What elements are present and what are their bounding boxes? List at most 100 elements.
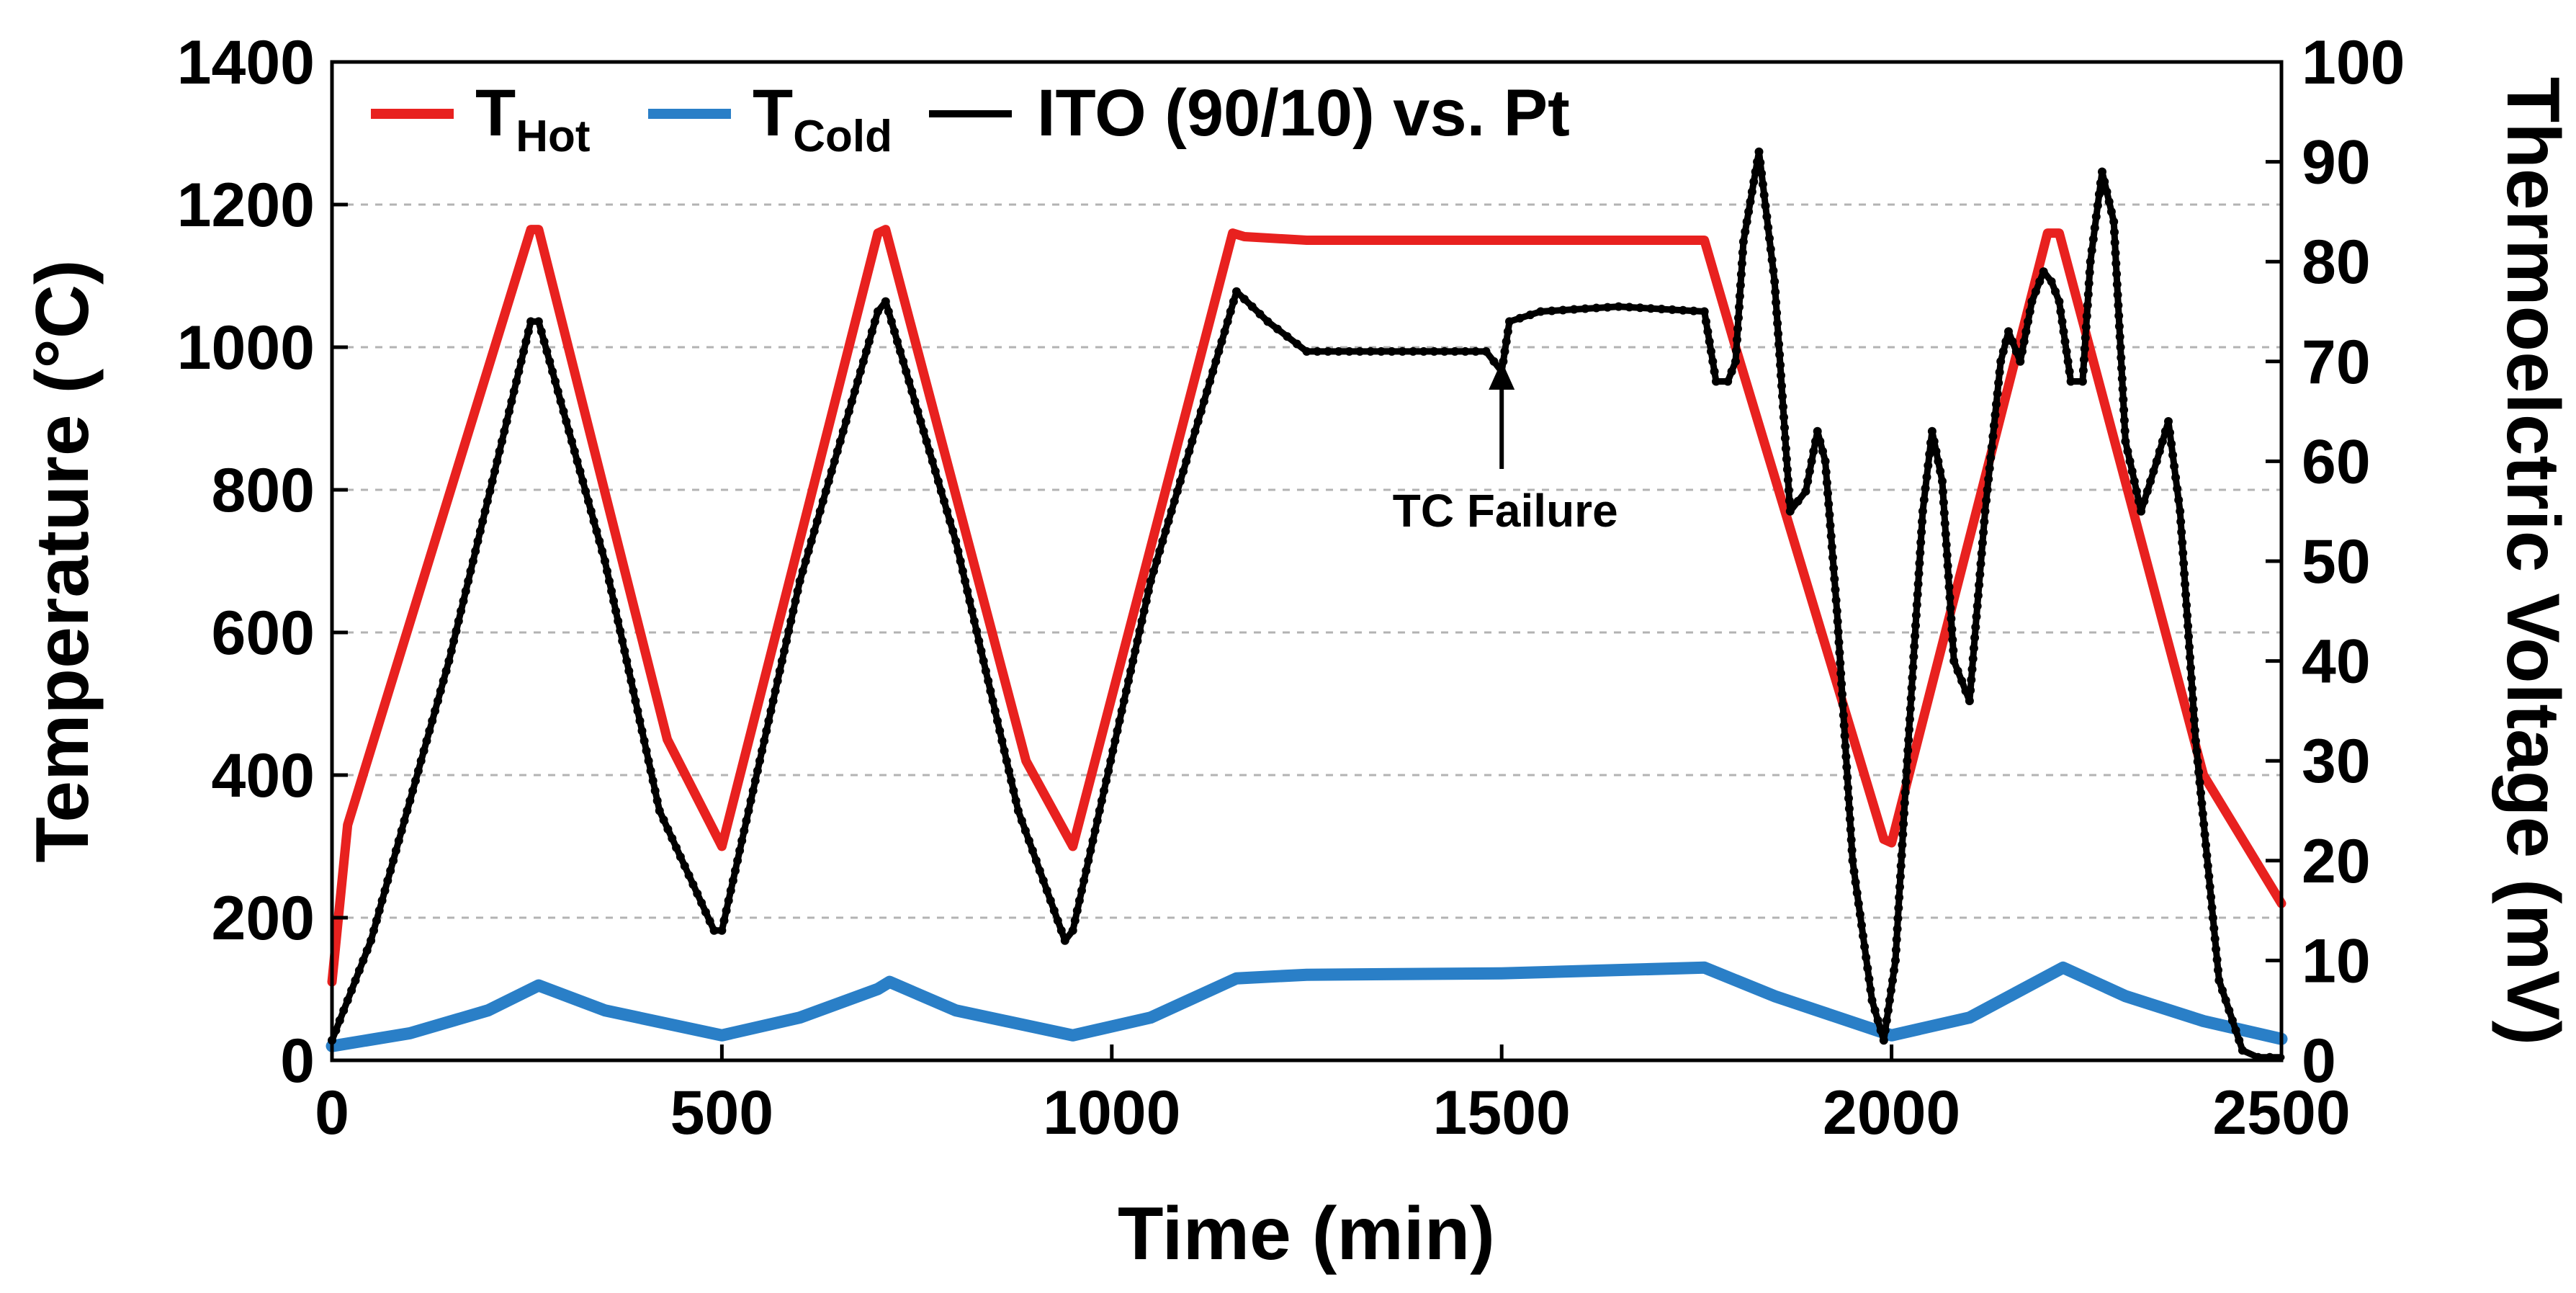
- series-marker: [466, 566, 475, 576]
- series-marker: [1849, 867, 1859, 876]
- series-marker: [1767, 255, 1777, 264]
- series-marker: [635, 716, 645, 725]
- series-marker: [2191, 736, 2200, 746]
- legend: THot TCold ITO (90/10) vs. Pt: [371, 76, 1570, 161]
- series-marker: [979, 656, 988, 666]
- series-marker: [452, 627, 461, 635]
- series-marker: [864, 337, 874, 346]
- series-marker: [1943, 561, 1952, 571]
- series-marker: [1086, 846, 1095, 855]
- series-marker: [922, 437, 931, 446]
- series-marker: [1836, 668, 1846, 678]
- legend-sub-t-hot: Hot: [516, 112, 590, 161]
- series-marker: [1824, 499, 1834, 509]
- series-marker: [977, 646, 986, 656]
- series-marker: [1855, 910, 1864, 919]
- series-marker: [1830, 574, 1839, 583]
- series-marker: [812, 516, 822, 526]
- series-marker: [343, 996, 352, 1005]
- series-marker: [354, 966, 364, 975]
- series-marker: [1842, 762, 1852, 771]
- series-marker: [1419, 346, 1428, 356]
- series-marker: [2193, 757, 2202, 766]
- series-marker: [584, 496, 593, 506]
- series-marker: [567, 437, 576, 446]
- series-marker: [2225, 1006, 2234, 1015]
- series-marker: [1846, 825, 1855, 834]
- series-marker: [2111, 249, 2120, 258]
- series-marker: [1481, 346, 1491, 356]
- series-marker: [468, 557, 477, 565]
- series-marker: [1809, 447, 1818, 456]
- series-marker: [1907, 684, 1916, 693]
- series-marker: [2114, 311, 2124, 321]
- series-marker: [974, 636, 984, 645]
- series-marker: [2082, 311, 2091, 321]
- series-marker: [940, 496, 948, 506]
- series-marker: [789, 607, 798, 616]
- legend-label-t-hot: THot: [475, 76, 591, 161]
- series-marker: [1783, 475, 1792, 485]
- series-marker: [1020, 826, 1030, 836]
- series-marker: [652, 796, 662, 805]
- series-marker: [902, 367, 911, 376]
- series-marker: [1827, 542, 1836, 552]
- series-marker: [2125, 457, 2135, 466]
- series-marker: [1991, 411, 2000, 419]
- series-marker: [1918, 506, 1927, 516]
- series-marker: [1161, 527, 1170, 536]
- series-marker: [1334, 346, 1343, 356]
- series-marker: [1223, 317, 1232, 326]
- series-marker: [400, 816, 409, 826]
- series-marker: [1747, 187, 1756, 197]
- series-marker: [2189, 694, 2197, 704]
- series-marker: [2207, 892, 2216, 902]
- series-marker: [2059, 327, 2068, 336]
- series-marker: [2204, 872, 2214, 881]
- y2-axis-title: Thermoelctric Voltage (mV): [2491, 77, 2575, 1046]
- series-marker: [405, 796, 415, 805]
- series-marker: [1761, 201, 1770, 210]
- series-marker: [693, 889, 702, 898]
- series-marker: [639, 736, 649, 746]
- series-marker: [1896, 862, 1906, 871]
- series-marker: [1700, 307, 1709, 316]
- series-marker: [1921, 484, 1930, 493]
- series-marker: [2112, 269, 2122, 279]
- series-line-t-hot: [327, 225, 2286, 987]
- series-marker: [1780, 434, 1790, 443]
- series-marker: [1988, 431, 1998, 441]
- series-marker: [750, 776, 760, 785]
- series-marker: [1387, 346, 1396, 356]
- series-marker: [1975, 581, 1984, 590]
- series-marker: [815, 506, 825, 516]
- series-marker: [347, 986, 356, 995]
- series-marker: [416, 756, 426, 766]
- series-marker: [1007, 776, 1016, 785]
- series-marker: [1302, 346, 1311, 356]
- series-marker: [986, 686, 995, 696]
- series-marker: [1742, 217, 1751, 226]
- series-marker: [2202, 851, 2212, 860]
- series-marker: [807, 537, 816, 546]
- series-marker: [505, 407, 513, 416]
- legend-main-t-cold: T: [753, 76, 793, 150]
- series-marker: [516, 357, 526, 366]
- series-marker: [737, 836, 747, 846]
- series-marker: [1011, 796, 1020, 805]
- series-marker: [1866, 985, 1875, 994]
- series-marker: [1793, 496, 1803, 506]
- series-marker: [1031, 856, 1041, 865]
- series-marker: [644, 756, 653, 766]
- series-marker: [394, 836, 403, 846]
- series-marker: [498, 437, 506, 446]
- series-marker: [821, 487, 830, 496]
- series-marker: [1115, 716, 1124, 725]
- series-marker: [1727, 367, 1736, 376]
- series-marker: [1126, 666, 1136, 676]
- series-marker: [403, 806, 412, 815]
- series-marker: [1843, 773, 1852, 782]
- series-marker: [1784, 486, 1793, 495]
- series-marker: [1782, 455, 1791, 464]
- series-marker: [1841, 752, 1851, 761]
